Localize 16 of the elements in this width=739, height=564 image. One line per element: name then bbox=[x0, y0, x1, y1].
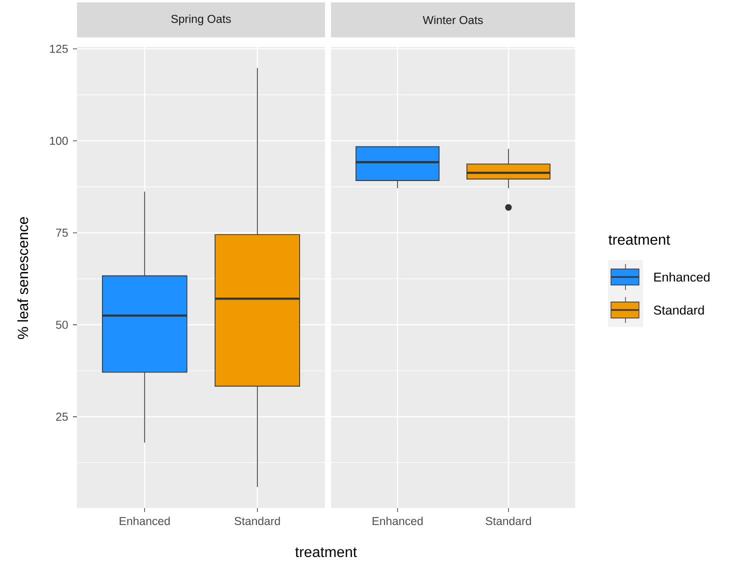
legend-label: Enhanced bbox=[654, 272, 710, 282]
y-tick-label: 25 bbox=[56, 412, 68, 421]
legend-title: treatment bbox=[608, 235, 670, 245]
x-tick-label: Enhanced bbox=[120, 516, 170, 526]
y-tick-label: 75 bbox=[56, 228, 68, 237]
x-tick-label: Standard bbox=[234, 516, 280, 526]
x-tick-label: Enhanced bbox=[372, 516, 423, 526]
y-tick-label: 125 bbox=[50, 44, 68, 53]
y-tick-label: 100 bbox=[50, 136, 68, 145]
x-axis-title: treatment bbox=[295, 548, 357, 558]
legend-label: Standard bbox=[654, 305, 704, 315]
y-tick-label: 50 bbox=[56, 320, 68, 329]
y-axis-title: % leaf senescence bbox=[17, 217, 28, 340]
x-tick-label: Standard bbox=[486, 516, 531, 526]
chart-title: Spring Oats bbox=[171, 14, 231, 26]
chart-title: Winter Oats bbox=[422, 16, 483, 24]
